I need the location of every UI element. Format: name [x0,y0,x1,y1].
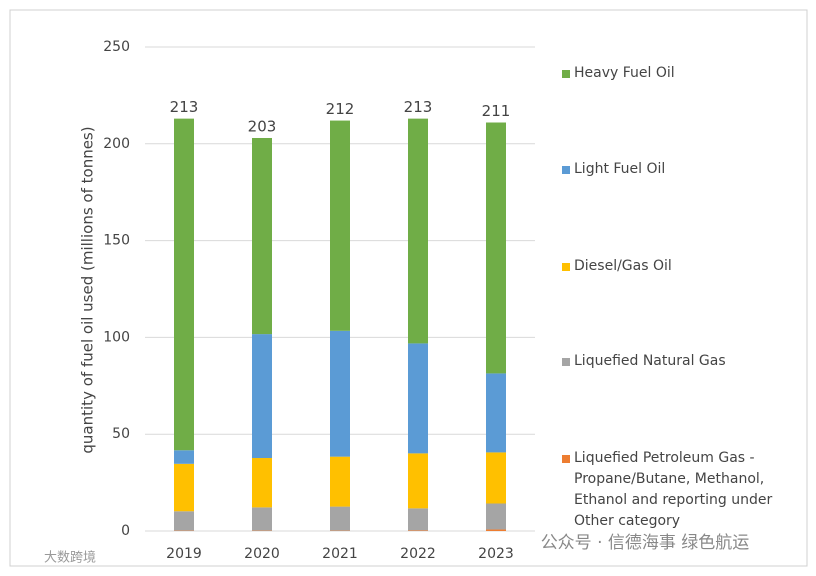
legend-item: Liquefied Petroleum Gas - Propane/Butane… [574,450,773,529]
total-label: 211 [482,102,511,120]
chart-border [9,9,808,567]
y-tick-label: 200 [103,136,130,152]
bar-segment [252,458,272,508]
bar-segment [408,530,428,531]
bar-segment [174,511,194,531]
bar-segment [486,529,506,531]
x-tick-label: 2020 [244,546,280,562]
bar-segment [252,507,272,531]
bar-segment [174,118,194,451]
bar-segment [486,373,506,453]
bar-segment [330,120,350,331]
legend-item: Diesel/Gas Oil [574,258,672,274]
bar-segment [174,463,194,512]
legend-label: Liquefied Petroleum Gas - Propane/Butane… [574,450,773,529]
watermark: 大数跨境 [44,551,96,566]
legend-swatch [562,263,570,271]
bar-segment [408,508,428,531]
bar-segment [252,334,272,459]
legend-item: Light Fuel Oil [574,161,666,177]
legend-item: Liquefied Natural Gas [574,353,726,369]
bar-segment [486,452,506,504]
bar-segment [408,118,428,344]
bar-segment [174,450,194,464]
x-tick-label: 2019 [166,546,202,562]
x-tick-label: 2021 [322,546,358,562]
total-label: 213 [404,98,433,116]
bar-segment [330,456,350,507]
x-tick-label: 2023 [478,546,514,562]
legend-swatch [562,70,570,78]
legend-label: Heavy Fuel Oil [574,65,675,81]
legend-swatch [562,358,570,366]
total-label: 212 [326,100,355,118]
bar-segment [330,330,350,457]
bar-segment [408,343,428,454]
y-tick-label: 150 [103,233,130,249]
legend-label: Liquefied Natural Gas [574,353,726,369]
bar-segment [330,506,350,531]
bar-segment [252,137,272,335]
y-tick-label: 100 [103,329,130,345]
y-tick-label: 250 [103,39,130,55]
legend-swatch [562,166,570,174]
x-tick-label: 2022 [400,546,436,562]
legend-label: Light Fuel Oil [574,161,666,177]
watermark: 公众号 · 信德海事 绿色航运 [541,533,750,553]
y-axis-title: quantity of fuel oil used (millions of t… [79,126,97,453]
bar-segment [486,122,506,374]
legend-swatch [562,455,570,463]
total-label: 213 [170,98,199,116]
y-tick-label: 0 [121,523,130,539]
bar-segment [408,453,428,509]
y-tick-label: 50 [112,426,130,442]
legend-label: Diesel/Gas Oil [574,258,672,274]
total-label: 203 [248,117,277,135]
legend-item: Heavy Fuel Oil [574,65,675,81]
bar-segment [486,503,506,530]
